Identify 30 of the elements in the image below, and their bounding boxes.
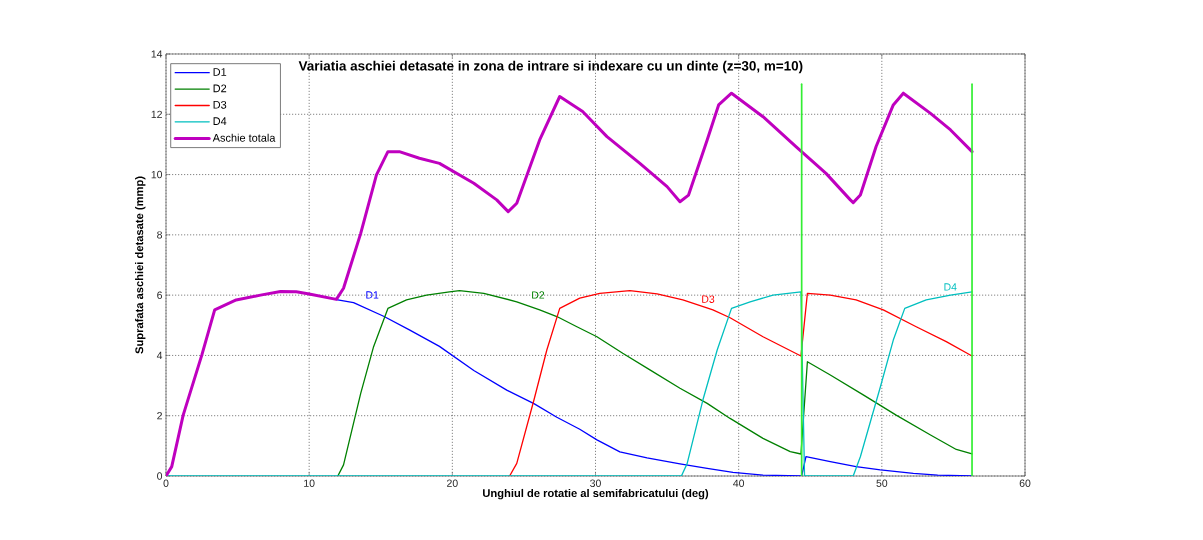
annotation: D3 bbox=[702, 295, 715, 303]
line-series bbox=[508, 289, 973, 476]
annotation: D4 bbox=[944, 283, 957, 291]
legend-label: D2 bbox=[213, 84, 227, 93]
y-tick-label: 4 bbox=[156, 351, 163, 360]
y-tick-label: 8 bbox=[157, 231, 163, 239]
line-series bbox=[166, 291, 973, 476]
x-tick-label: 60 bbox=[1019, 479, 1031, 487]
chart-title: Variatia aschiei detasate in zona de intrare si indexare cu un dinte (z=30, m=10) bbox=[298, 60, 803, 74]
annotation: D2 bbox=[532, 291, 545, 299]
y-tick-label: 14 bbox=[151, 50, 163, 58]
x-tick-label: 0 bbox=[163, 479, 169, 487]
y-axis-title: Suprafata aschiei detasate (mmp) bbox=[135, 176, 146, 354]
y-tick-label: 6 bbox=[157, 291, 163, 299]
x-tick-label: 40 bbox=[733, 479, 745, 487]
y-tick-label: 0 bbox=[157, 472, 163, 480]
x-tick-label: 30 bbox=[590, 479, 601, 487]
legend-label: D4 bbox=[213, 117, 227, 125]
x-tick-label: 20 bbox=[447, 479, 458, 487]
line-series bbox=[166, 91, 974, 476]
legend-label: D1 bbox=[213, 68, 227, 76]
x-tick-label: 50 bbox=[876, 479, 888, 487]
x-tick-label: 10 bbox=[304, 479, 315, 487]
y-tick-label: 10 bbox=[151, 170, 163, 179]
y-tick-label: 2 bbox=[157, 412, 162, 420]
y-tick-label: 12 bbox=[151, 110, 162, 118]
legend-label: Aschie totala bbox=[212, 133, 276, 142]
annotation: D1 bbox=[366, 291, 379, 299]
x-axis-title: Unghiul de rotatie al semifabricatului (deg) bbox=[483, 488, 709, 500]
legend-label: D3 bbox=[213, 100, 227, 109]
